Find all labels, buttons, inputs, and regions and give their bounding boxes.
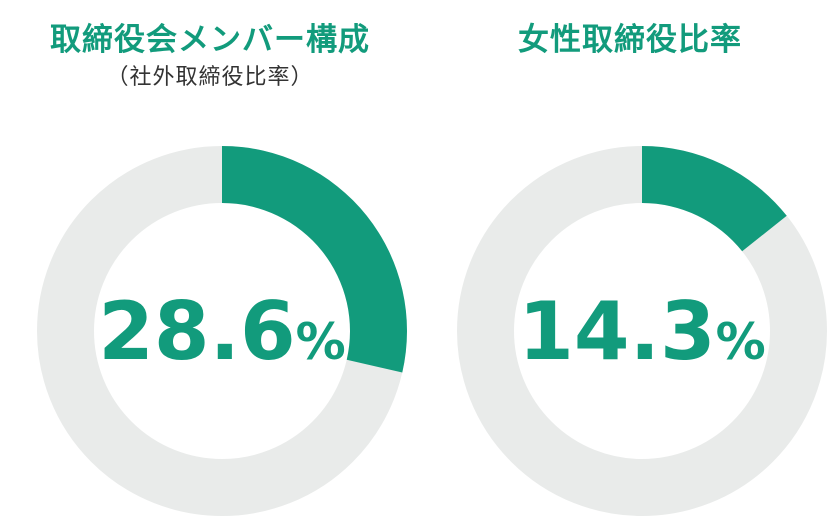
- center-value-unit: %: [296, 313, 346, 371]
- chart-title: 取締役会メンバー構成: [50, 22, 370, 58]
- board-composition-chart: 取締役会メンバー構成 （社外取締役比率） 28.6%: [37, 22, 408, 516]
- donut-slice-value: [222, 146, 408, 373]
- center-value-label: 14.3%: [518, 285, 766, 378]
- center-value-label: 28.6%: [98, 285, 346, 378]
- donut-chart: 14.3%: [457, 146, 827, 516]
- chart-subtitle: （社外取締役比率）: [106, 65, 314, 90]
- chart-title: 女性取締役比率: [518, 22, 742, 58]
- donut-slice-value: [642, 146, 787, 252]
- female-director-ratio-chart: 女性取締役比率 14.3%: [420, 0, 840, 516]
- donut-chart: 28.6%: [37, 146, 408, 516]
- center-value-unit: %: [716, 313, 766, 371]
- center-value-number: 28.6: [98, 285, 295, 378]
- center-value-number: 14.3: [518, 285, 715, 378]
